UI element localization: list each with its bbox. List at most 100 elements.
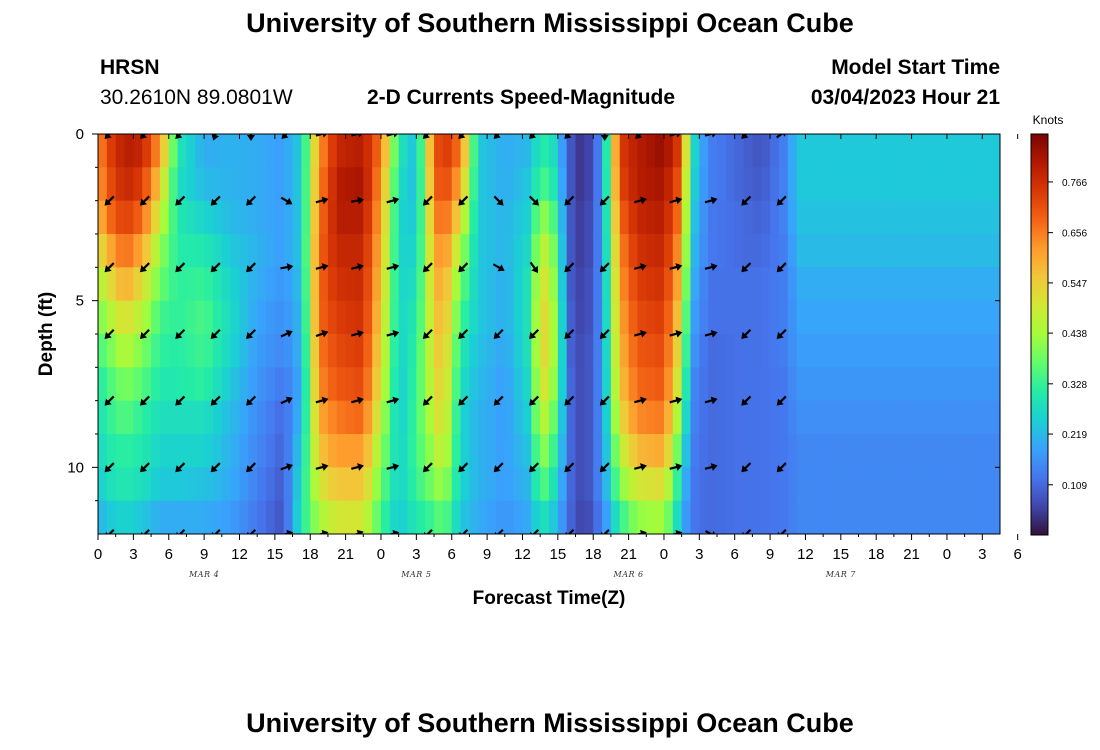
- heatmap-cell: [469, 400, 479, 435]
- heatmap-cell: [602, 234, 612, 268]
- heatmap-cell: [920, 500, 930, 534]
- heatmap-cell: [451, 334, 462, 368]
- heatmap-cell: [531, 367, 541, 402]
- heatmap-cell: [495, 367, 506, 402]
- heatmap-cell: [593, 367, 603, 402]
- heatmap-cell: [840, 167, 851, 202]
- heatmap-cell: [885, 167, 895, 202]
- heatmap-cell: [876, 467, 886, 502]
- heatmap-cell: [248, 234, 258, 268]
- heatmap-cell: [124, 200, 134, 235]
- heatmap-cell: [151, 134, 161, 168]
- x-axis-label: Forecast Time(Z): [473, 588, 626, 609]
- heatmap-cell: [310, 467, 320, 502]
- heatmap-cell: [991, 267, 1000, 302]
- heatmap-cell: [354, 334, 364, 368]
- heatmap-cell: [840, 500, 851, 534]
- arrow-head: [741, 198, 749, 206]
- heatmap-cell: [478, 334, 488, 368]
- heatmap-cell: [814, 334, 824, 368]
- heatmap-cell: [354, 400, 364, 435]
- arrow-head: [497, 264, 505, 272]
- heatmap-cell: [380, 267, 391, 302]
- heatmap-cell: [955, 234, 966, 268]
- arrow-head: [564, 198, 572, 206]
- heatmap-cell: [212, 434, 223, 468]
- heatmap-cell: [796, 167, 807, 202]
- heatmap-cell: [212, 267, 223, 302]
- heatmap-cell: [982, 134, 992, 168]
- heatmap-cell: [442, 234, 453, 268]
- colorbar-tick-label: 0.219: [1062, 430, 1087, 441]
- heatmap-cell: [133, 334, 143, 368]
- heatmap-cell: [814, 267, 824, 302]
- heatmap-cell: [699, 467, 709, 502]
- heatmap-cell: [372, 267, 382, 302]
- heatmap-cell: [221, 234, 232, 268]
- arrow-head: [529, 331, 537, 339]
- heatmap-cell: [372, 167, 382, 202]
- heatmap-cell: [655, 300, 665, 335]
- heatmap-cell: [345, 200, 356, 235]
- heatmap-cell: [593, 267, 603, 302]
- heatmap-cell: [964, 234, 975, 268]
- x-tick-label: 6: [1014, 546, 1022, 563]
- heatmap-cell: [204, 367, 214, 402]
- x-tick-label: 9: [766, 546, 774, 563]
- heatmap-cell: [442, 300, 453, 335]
- heatmap-cell: [195, 434, 205, 468]
- heatmap-cell: [133, 300, 143, 335]
- heatmap-cell: [831, 200, 842, 235]
- heatmap-cell: [681, 167, 692, 202]
- heatmap-cell: [451, 167, 462, 202]
- arrow-head: [246, 331, 254, 339]
- heatmap-cell: [106, 300, 117, 335]
- heatmap-cell: [478, 300, 488, 335]
- heatmap-cell: [133, 200, 143, 235]
- heatmap-cell: [911, 334, 922, 368]
- heatmap-cell: [204, 300, 214, 335]
- current-arrow: [351, 329, 364, 338]
- heatmap-cell: [593, 200, 603, 235]
- current-arrow: [210, 395, 221, 406]
- heatmap-cell: [893, 334, 904, 368]
- heatmap-cell: [151, 300, 161, 335]
- current-arrow: [246, 395, 257, 406]
- heatmap-cell: [946, 134, 957, 168]
- heatmap-cell: [991, 334, 1000, 368]
- heatmap-cell: [434, 467, 444, 502]
- heatmap-cell: [681, 267, 692, 302]
- heatmap-cell: [177, 234, 188, 268]
- heatmap-cell: [938, 167, 948, 202]
- arrow-head: [139, 265, 148, 273]
- speed-heatmap: [98, 134, 1000, 534]
- heatmap-cell: [973, 434, 983, 468]
- heatmap-cell: [487, 267, 497, 302]
- heatmap-cell: [893, 467, 904, 502]
- heatmap-cell: [142, 467, 152, 502]
- heatmap-cell: [557, 467, 568, 502]
- heatmap-cell: [681, 367, 692, 402]
- heatmap-cell: [372, 400, 382, 435]
- heatmap-cell: [451, 367, 462, 402]
- heatmap-cell: [115, 134, 126, 168]
- x-axis: 0 3 6 9 12 15 18 21 0 3 6 9 12 15 18 21 0 3 6 9 12 15 18 21 0 3 6M…: [94, 134, 1022, 579]
- current-arrow: [599, 262, 610, 273]
- heatmap-cell: [212, 467, 223, 502]
- heatmap-cell: [159, 367, 170, 402]
- heatmap-cell: [434, 234, 444, 268]
- heatmap-cell: [177, 134, 188, 168]
- heatmap-cell: [363, 400, 373, 435]
- current-arrow: [315, 196, 329, 205]
- heatmap-cell: [849, 134, 860, 168]
- heatmap-cell: [717, 434, 727, 468]
- heatmap-cell: [522, 134, 532, 168]
- heatmap-cell: [681, 134, 692, 168]
- heatmap-cell: [973, 367, 983, 402]
- heatmap-cell: [876, 500, 886, 534]
- arrow-head: [104, 331, 112, 339]
- heatmap-cell: [522, 434, 532, 468]
- heatmap-cell: [425, 467, 435, 502]
- heatmap-cell: [407, 234, 417, 268]
- heatmap-cell: [186, 434, 196, 468]
